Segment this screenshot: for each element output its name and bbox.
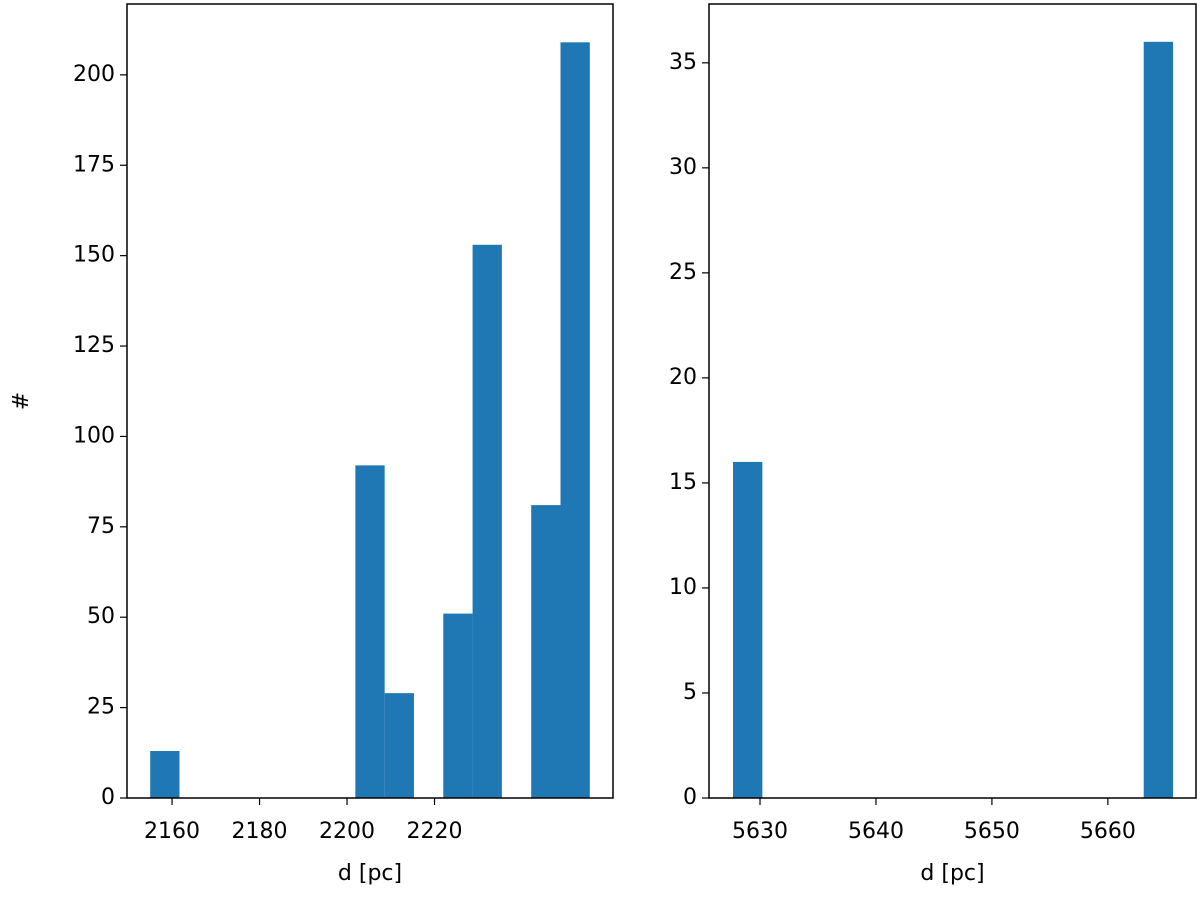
y-tick-label: 75 bbox=[87, 514, 115, 539]
y-tick-label: 5 bbox=[683, 680, 697, 705]
x-tick-label: 2160 bbox=[144, 819, 200, 844]
y-tick-label: 35 bbox=[669, 50, 697, 75]
bar bbox=[443, 613, 473, 798]
bar bbox=[384, 693, 414, 798]
y-tick-label: 150 bbox=[73, 243, 115, 268]
y-tick-label: 20 bbox=[669, 365, 697, 390]
bar bbox=[472, 244, 502, 798]
x-tick-label: 5640 bbox=[848, 819, 904, 844]
x-tick-label: 5630 bbox=[732, 819, 788, 844]
y-tick-label: 10 bbox=[669, 575, 697, 600]
x-axis-label: d [pc] bbox=[338, 861, 402, 886]
x-tick-label: 2220 bbox=[407, 819, 463, 844]
y-tick-label: 15 bbox=[669, 470, 697, 495]
bar bbox=[150, 750, 180, 798]
y-axis-label: # bbox=[9, 392, 34, 410]
bar bbox=[531, 505, 561, 798]
y-tick-label: 100 bbox=[73, 423, 115, 448]
y-tick-label: 200 bbox=[73, 62, 115, 87]
y-tick-label: 30 bbox=[669, 155, 697, 180]
bar bbox=[355, 465, 385, 798]
axes-frame bbox=[708, 3, 1197, 799]
bar bbox=[560, 42, 590, 798]
y-tick-label: 0 bbox=[683, 785, 697, 810]
x-tick-label: 2200 bbox=[319, 819, 375, 844]
x-tick-label: 2180 bbox=[232, 819, 288, 844]
x-axis-label: d [pc] bbox=[920, 861, 984, 886]
y-tick-label: 175 bbox=[73, 152, 115, 177]
y-tick-label: 50 bbox=[87, 604, 115, 629]
y-tick-label: 125 bbox=[73, 333, 115, 358]
axes-frame bbox=[126, 3, 614, 799]
y-tick-label: 0 bbox=[101, 785, 115, 810]
y-tick-label: 25 bbox=[87, 695, 115, 720]
y-tick-label: 25 bbox=[669, 260, 697, 285]
x-tick-label: 5660 bbox=[1080, 819, 1136, 844]
bar bbox=[733, 461, 763, 798]
x-tick-label: 5650 bbox=[964, 819, 1020, 844]
bar bbox=[1143, 41, 1174, 799]
